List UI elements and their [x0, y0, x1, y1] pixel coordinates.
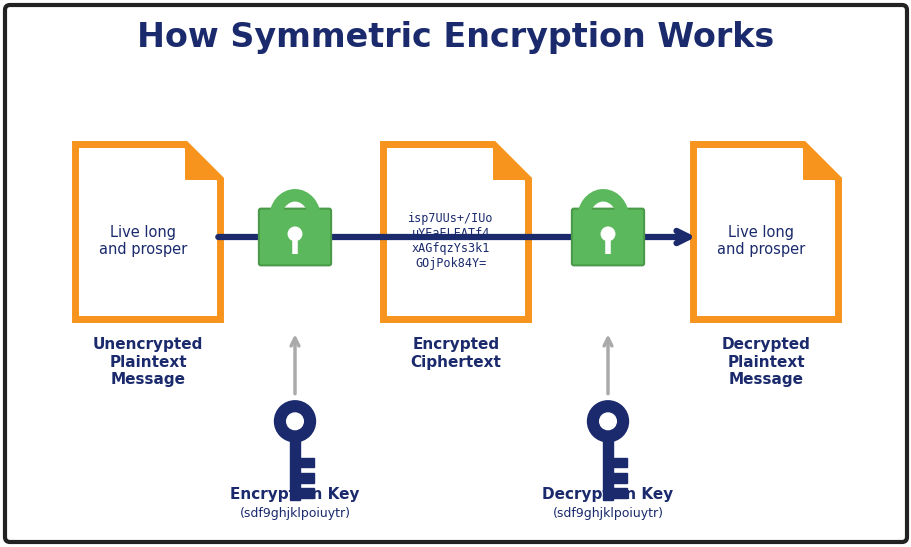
FancyBboxPatch shape: [259, 208, 331, 265]
Circle shape: [600, 226, 615, 241]
Bar: [613, 488, 626, 498]
Bar: [300, 488, 313, 498]
Text: How Symmetric Encryption Works: How Symmetric Encryption Works: [138, 20, 773, 54]
Text: Live long
and prosper: Live long and prosper: [98, 225, 187, 257]
Polygon shape: [76, 144, 220, 319]
Circle shape: [286, 413, 303, 429]
Text: (sdf9ghjklpoiuytr): (sdf9ghjklpoiuytr): [240, 507, 350, 520]
Circle shape: [287, 226, 302, 241]
Text: isp7UUs+/IUo
uYEaELEATf4
xAGfqzYs3k1
GOjPok84Y=: isp7UUs+/IUo uYEaELEATf4 xAGfqzYs3k1 GOj…: [407, 212, 493, 270]
Text: Unencrypted
Plaintext
Message: Unencrypted Plaintext Message: [93, 337, 203, 387]
Polygon shape: [384, 144, 527, 319]
Text: Live long
and prosper: Live long and prosper: [716, 225, 804, 257]
Circle shape: [588, 401, 627, 441]
Circle shape: [599, 413, 616, 429]
Bar: [273, 213, 316, 223]
Bar: [613, 457, 626, 468]
Circle shape: [275, 401, 314, 441]
Polygon shape: [803, 144, 837, 179]
FancyBboxPatch shape: [5, 5, 906, 542]
FancyBboxPatch shape: [571, 208, 643, 265]
Polygon shape: [692, 144, 837, 319]
Text: Decrypted
Plaintext
Message: Decrypted Plaintext Message: [721, 337, 810, 387]
Bar: [300, 473, 313, 482]
Bar: [290, 421, 300, 499]
Polygon shape: [186, 144, 220, 179]
Polygon shape: [493, 144, 527, 179]
Text: Decryption Key: Decryption Key: [542, 487, 673, 502]
Text: Encryption Key: Encryption Key: [230, 487, 359, 502]
Text: (sdf9ghjklpoiuytr): (sdf9ghjklpoiuytr): [552, 507, 663, 520]
Bar: [613, 473, 626, 482]
Text: Encrypted
Ciphertext: Encrypted Ciphertext: [410, 337, 501, 370]
Bar: [300, 457, 313, 468]
Bar: [602, 421, 613, 499]
